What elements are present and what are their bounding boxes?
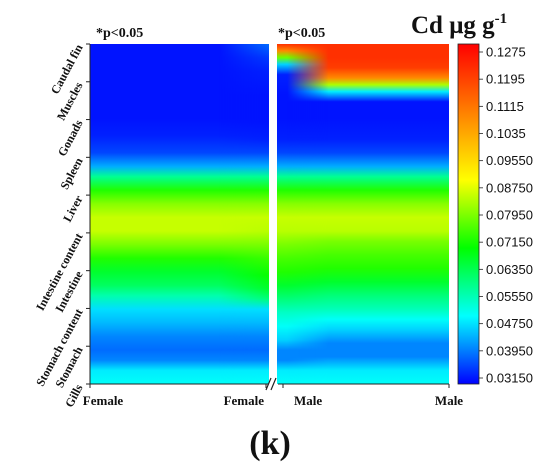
colorbar-tick-label: 0.1275 — [486, 45, 526, 60]
colorbar-tick-label: 0.1035 — [486, 126, 526, 141]
colorbar-tick-label: 0.07150 — [486, 235, 533, 250]
significance-label-female: *p<0.05 — [96, 26, 143, 41]
colorbar-tick-label: 0.07950 — [486, 208, 533, 223]
y-tick-label: Gonads — [55, 117, 86, 159]
colorbar-title: Cd μg g-1 — [411, 11, 507, 39]
x-tick-label: Female — [224, 393, 265, 408]
colorbar-gradient — [457, 43, 480, 385]
colorbar-tick-label: 0.03150 — [486, 371, 533, 386]
colorbar-tick-label: 0.08750 — [486, 180, 533, 195]
y-tick-label: Liver — [60, 192, 86, 224]
x-axis-ticks: Female Female Male Male — [83, 384, 463, 408]
x-tick-label: Male — [435, 393, 463, 408]
colorbar-tick-label: 0.03950 — [486, 343, 533, 358]
colorbar-tick-label: 0.05550 — [486, 289, 533, 304]
colorbar-tick-label: 0.1195 — [486, 72, 525, 87]
panel-label: (k) — [249, 425, 291, 462]
axis-break-gap — [269, 40, 277, 388]
x-tick-label: Male — [294, 393, 322, 408]
male-panel-overlay — [277, 44, 449, 384]
axis-break-icon — [265, 377, 277, 391]
colorbar-tick-label: 0.06350 — [486, 262, 533, 277]
female-panel-overlay — [90, 44, 269, 384]
colorbar-ticks: 0.1275 0.1195 0.1115 0.1035 0.09550 0.08750 0.… — [479, 45, 533, 386]
colorbar-tick-label: 0.1115 — [486, 99, 524, 114]
x-tick-label: Female — [83, 393, 124, 408]
colorbar-tick-label: 0.09550 — [486, 153, 533, 168]
colorbar-tick-label: 0.04750 — [486, 316, 533, 331]
significance-label-male: *p<0.05 — [278, 26, 325, 41]
y-tick-label: Spleen — [57, 155, 85, 192]
colorbar: 0.1275 0.1195 0.1115 0.1035 0.09550 0.08750 0.… — [457, 43, 533, 386]
